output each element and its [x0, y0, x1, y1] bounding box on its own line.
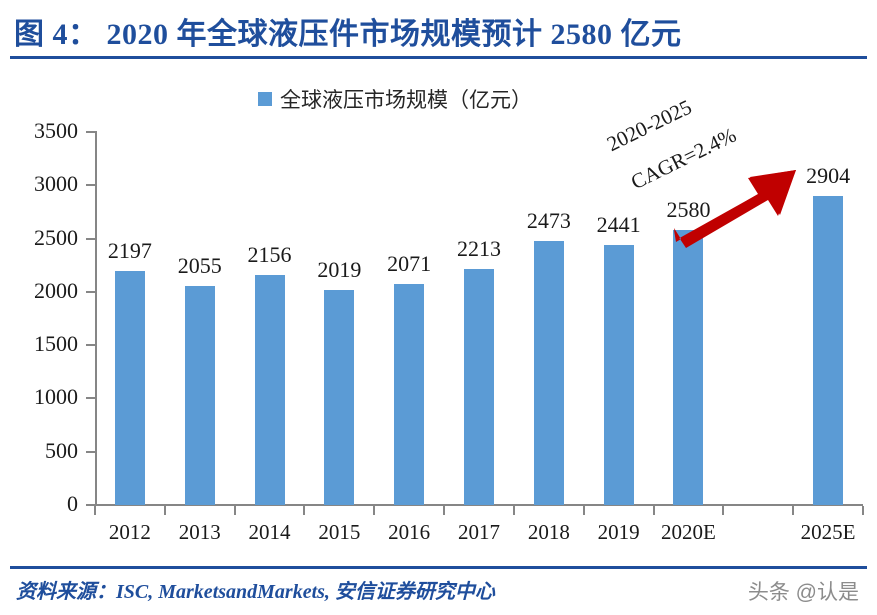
- x-axis-label: 2014: [248, 520, 291, 544]
- y-axis-tick: [86, 237, 95, 240]
- y-axis-label: 1000: [34, 384, 78, 410]
- y-axis-label: 2000: [34, 277, 78, 303]
- page-title: 图 4： 2020 年全球液压件市场规模预计 2580 亿元: [14, 18, 682, 51]
- x-axis-tick: [722, 506, 725, 515]
- x-axis-tick: [862, 506, 864, 515]
- y-axis-label: 1500: [34, 331, 78, 357]
- growth-arrow-icon: [674, 170, 796, 248]
- bar-value-label: 2197: [107, 237, 152, 263]
- bar-value-label: 2055: [177, 252, 222, 278]
- bar-2012[interactable]: [114, 270, 145, 505]
- title-bar: 图 4： 2020 年全球液压件市场规模预计 2580 亿元: [0, 0, 877, 59]
- y-axis-label: 0: [67, 491, 78, 516]
- x-axis-tick: [163, 506, 166, 515]
- y-axis-tick: [86, 184, 95, 187]
- x-axis-label: 2013: [178, 520, 221, 544]
- bar-2025E[interactable]: [813, 195, 844, 505]
- bar-2018[interactable]: [533, 241, 564, 505]
- y-axis-tick: [86, 344, 95, 347]
- x-axis-tick: [233, 506, 236, 515]
- legend-swatch-icon: [258, 92, 272, 106]
- y-axis-tick: [86, 397, 95, 400]
- x-axis-tick: [94, 506, 96, 515]
- y-axis-label: 3500: [34, 118, 78, 143]
- bar-value-label: 2019: [317, 256, 362, 282]
- x-axis-label: 2025E: [800, 520, 856, 544]
- y-axis-line: [95, 131, 97, 506]
- x-axis-tick: [792, 506, 795, 515]
- bar-value-label: 2580: [666, 197, 711, 223]
- x-axis-label: 2020E: [661, 520, 716, 544]
- bar-2014[interactable]: [254, 275, 285, 505]
- bar-2017[interactable]: [464, 269, 494, 505]
- bar-2016[interactable]: [394, 284, 425, 505]
- x-axis-tick: [373, 506, 376, 515]
- bar-value-label: 2213: [457, 236, 501, 262]
- y-axis-label: 500: [45, 437, 78, 463]
- y-axis-label: 2500: [34, 224, 78, 250]
- bar-value-label: 2071: [387, 251, 432, 277]
- y-axis-tick: [86, 131, 95, 133]
- x-axis-tick: [303, 506, 306, 515]
- bar-2019[interactable]: [603, 244, 634, 505]
- bar-value-label: 2904: [806, 162, 851, 188]
- footer-divider: [10, 566, 867, 569]
- y-axis-label: 3000: [34, 171, 78, 197]
- chart-legend: 全球液压市场规模（亿元）: [258, 84, 532, 114]
- bar-value-label: 2156: [247, 242, 292, 268]
- x-axis-tick: [582, 506, 585, 515]
- y-axis-tick: [86, 450, 95, 453]
- x-axis-tick: [652, 506, 655, 515]
- source-note: 资料来源：ISC, MarketsandMarkets, 安信证券研究中心: [16, 581, 495, 603]
- legend-label: 全球液压市场规模（亿元）: [280, 88, 532, 112]
- x-axis-line: [95, 504, 863, 506]
- x-axis-tick: [443, 506, 446, 515]
- watermark-label: 头条 @认是: [747, 581, 859, 604]
- bar-2015[interactable]: [324, 289, 355, 505]
- x-axis-label: 2015: [318, 520, 361, 544]
- y-axis-tick: [86, 504, 95, 506]
- x-axis-tick: [512, 506, 515, 515]
- x-axis-label: 2017: [458, 520, 500, 544]
- x-axis-label: 2019: [597, 520, 640, 544]
- x-axis-label: 2016: [388, 520, 431, 544]
- bar-2013[interactable]: [184, 285, 215, 505]
- title-divider: [10, 56, 867, 59]
- x-axis-label: 2012: [108, 520, 151, 544]
- bar-2020E[interactable]: [673, 230, 704, 505]
- bar-value-label: 2473: [526, 208, 571, 234]
- y-axis-tick: [86, 290, 95, 293]
- bar-value-label: 2441: [596, 211, 641, 237]
- x-axis-label: 2018: [527, 520, 570, 544]
